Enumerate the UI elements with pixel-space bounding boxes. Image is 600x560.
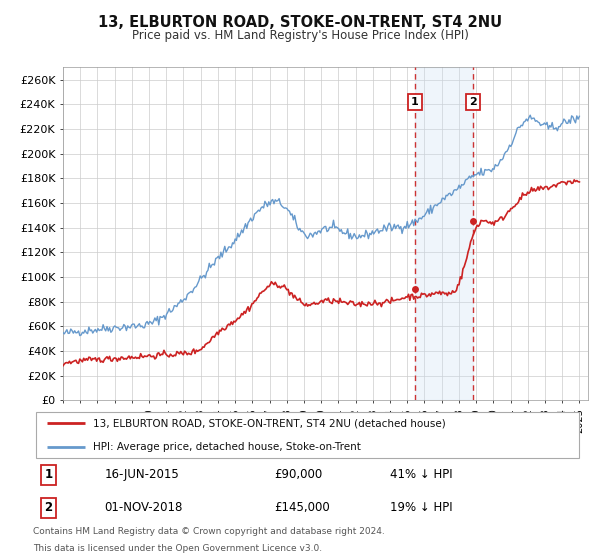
Text: 13, ELBURTON ROAD, STOKE-ON-TRENT, ST4 2NU: 13, ELBURTON ROAD, STOKE-ON-TRENT, ST4 2… <box>98 15 502 30</box>
FancyBboxPatch shape <box>36 412 579 458</box>
Text: Price paid vs. HM Land Registry's House Price Index (HPI): Price paid vs. HM Land Registry's House … <box>131 29 469 42</box>
Text: 2: 2 <box>44 501 52 515</box>
Text: 1: 1 <box>44 468 52 482</box>
Text: 13, ELBURTON ROAD, STOKE-ON-TRENT, ST4 2NU (detached house): 13, ELBURTON ROAD, STOKE-ON-TRENT, ST4 2… <box>94 418 446 428</box>
Text: 2: 2 <box>469 97 477 107</box>
Text: 16-JUN-2015: 16-JUN-2015 <box>104 468 179 482</box>
Text: £145,000: £145,000 <box>275 501 331 515</box>
Text: 01-NOV-2018: 01-NOV-2018 <box>104 501 183 515</box>
Text: HPI: Average price, detached house, Stoke-on-Trent: HPI: Average price, detached house, Stok… <box>94 442 361 452</box>
Text: Contains HM Land Registry data © Crown copyright and database right 2024.: Contains HM Land Registry data © Crown c… <box>33 528 385 536</box>
Bar <box>415 67 473 400</box>
Text: 19% ↓ HPI: 19% ↓ HPI <box>390 501 452 515</box>
Text: This data is licensed under the Open Government Licence v3.0.: This data is licensed under the Open Gov… <box>33 544 322 553</box>
Text: £90,000: £90,000 <box>275 468 323 482</box>
Text: 1: 1 <box>411 97 419 107</box>
Text: 41% ↓ HPI: 41% ↓ HPI <box>390 468 452 482</box>
